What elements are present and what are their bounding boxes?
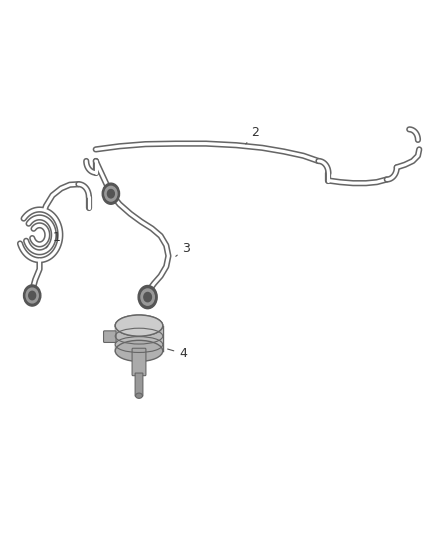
Circle shape <box>107 190 114 198</box>
Text: 4: 4 <box>168 347 187 360</box>
Text: 3: 3 <box>176 241 190 256</box>
Circle shape <box>144 293 152 302</box>
FancyBboxPatch shape <box>115 326 163 351</box>
Ellipse shape <box>115 315 163 336</box>
Circle shape <box>24 285 41 306</box>
Circle shape <box>29 292 35 300</box>
Text: 1: 1 <box>46 231 60 248</box>
Circle shape <box>141 289 154 305</box>
Circle shape <box>26 288 38 303</box>
Ellipse shape <box>115 315 163 336</box>
Text: 2: 2 <box>246 125 259 144</box>
FancyBboxPatch shape <box>103 331 116 342</box>
FancyBboxPatch shape <box>135 373 143 396</box>
FancyBboxPatch shape <box>132 348 146 376</box>
Ellipse shape <box>115 341 163 361</box>
Ellipse shape <box>135 393 142 398</box>
Circle shape <box>105 187 117 201</box>
Circle shape <box>102 183 120 204</box>
Circle shape <box>138 286 157 309</box>
